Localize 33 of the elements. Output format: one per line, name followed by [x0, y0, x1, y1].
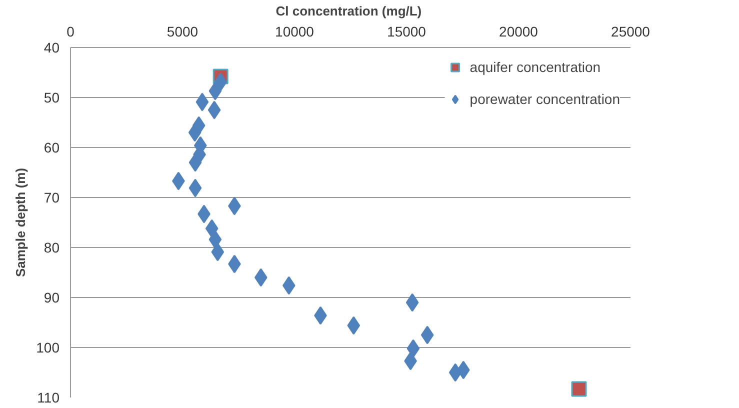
point [420, 326, 434, 344]
point [456, 360, 470, 380]
x-tick-label: 10000 [275, 24, 314, 40]
x-tick-label: 5000 [166, 24, 198, 40]
point [406, 339, 420, 358]
point [188, 178, 202, 198]
x-tick-label: 0 [66, 24, 75, 40]
point [208, 82, 222, 100]
y-tick-label: 40 [44, 40, 60, 56]
point [208, 230, 222, 249]
point [406, 293, 419, 312]
point [282, 276, 296, 295]
point [254, 268, 268, 287]
y-axis-title: Sample depth (m) [13, 168, 28, 278]
y-tick-label: 50 [44, 90, 60, 106]
point [188, 153, 202, 172]
y-tick-label: 90 [44, 290, 60, 306]
y-tick-label: 70 [44, 190, 60, 206]
x-axis-title: Cl concentration (mg/L) [276, 4, 422, 18]
y-tick-label: 60 [44, 140, 60, 156]
y-tick-label: 80 [44, 240, 60, 256]
point [211, 242, 224, 262]
x-tick-label: 15000 [387, 24, 426, 40]
y-tick-label: 100 [36, 340, 60, 356]
point [571, 381, 587, 397]
x-tick-label: 25000 [611, 24, 650, 40]
point [196, 92, 209, 112]
point [208, 100, 221, 120]
legend-label: aquifer concentration [470, 59, 601, 75]
x-tick-label: 20000 [499, 24, 538, 40]
y-tick-label: 110 [37, 390, 60, 406]
point [347, 316, 360, 335]
legend-label: porewater concentration [470, 91, 620, 107]
